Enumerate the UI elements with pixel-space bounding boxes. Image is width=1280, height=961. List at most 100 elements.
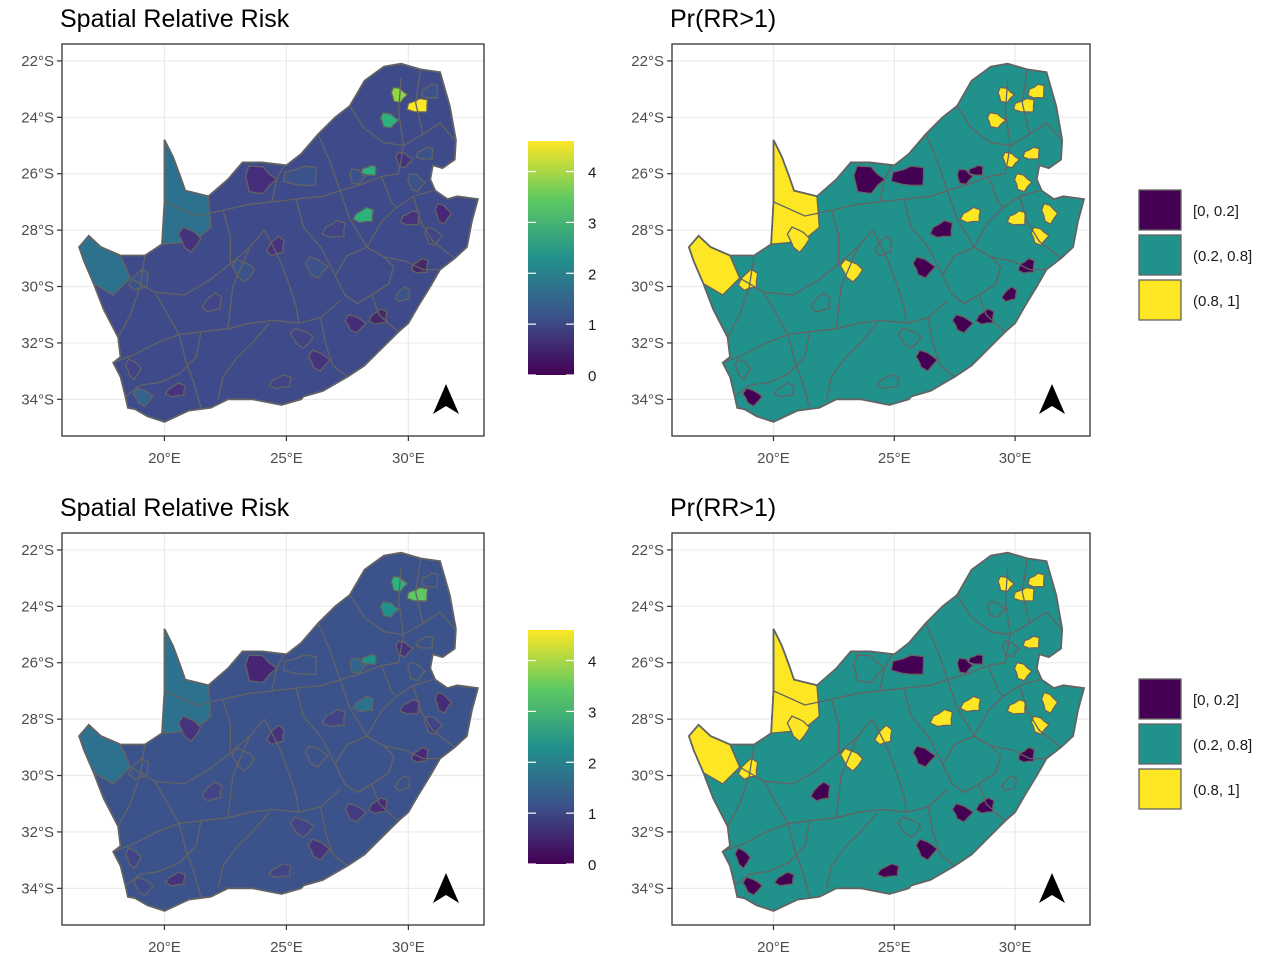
district-kz5	[393, 775, 411, 792]
district-boundary	[729, 229, 873, 296]
district-kz2	[1030, 715, 1050, 736]
north-arrow-icon	[1039, 384, 1065, 414]
district-boundary	[835, 246, 859, 329]
lon-tick-label: 20°E	[148, 450, 181, 467]
legend-swatch	[1138, 678, 1182, 720]
district-boundary	[383, 745, 441, 760]
lat-tick-label: 28°S	[631, 711, 664, 728]
lat-tick-label: 26°S	[631, 166, 664, 183]
district-boundary	[1021, 558, 1031, 624]
lat-tick-label: 24°S	[631, 598, 664, 615]
district-ec5	[289, 816, 314, 839]
district-wc2	[773, 382, 795, 398]
district-wc2	[773, 871, 795, 887]
district-boundary	[727, 744, 755, 827]
map-panel-3: Spatial Relative Risk 22°S 24°S 26°S 28°S 30°…	[21, 494, 596, 956]
district-lp4	[1027, 83, 1045, 99]
district-nw1	[853, 654, 886, 684]
panel-border	[671, 532, 1091, 926]
lat-tick-label: 30°S	[631, 768, 664, 785]
lat-tick-label: 34°S	[21, 880, 54, 897]
lon-tick-label: 20°E	[148, 939, 181, 956]
district-boundary	[734, 820, 811, 887]
district-gp1	[349, 657, 368, 675]
district-nc2	[177, 226, 202, 254]
map-panel-4: Pr(RR>1) 22°S 24°S 26°S 28°S 30°S 32°S 34°S 20°E…	[631, 494, 1252, 956]
district-ec4	[876, 863, 900, 879]
district-mp3	[1013, 172, 1033, 193]
district-boundary	[319, 317, 348, 378]
district-boundary	[871, 229, 908, 324]
region-boundary	[941, 246, 1002, 305]
district-gp2	[967, 653, 984, 665]
lon-tick-label: 30°E	[392, 450, 425, 467]
district-fs2	[304, 256, 330, 279]
district-boundary	[222, 210, 231, 264]
district-wc1	[742, 387, 764, 408]
district-boundary	[1004, 566, 1011, 663]
district-ec5	[897, 816, 922, 839]
district-nc5	[873, 724, 893, 746]
district-fs3	[959, 206, 982, 224]
lat-tick-label: 26°S	[21, 166, 54, 183]
district-boundary	[319, 806, 348, 867]
district-fs3	[352, 695, 375, 713]
country-outline	[78, 62, 480, 423]
district-wc3	[124, 847, 142, 870]
district-ec5	[289, 327, 314, 350]
district-boundary	[227, 246, 251, 329]
district-boundary	[317, 133, 368, 248]
district-boundary	[317, 622, 368, 737]
district-wc3	[734, 847, 752, 870]
district-gp2	[360, 164, 377, 176]
lat-tick-label: 32°S	[21, 335, 54, 352]
district-nc1	[127, 757, 150, 780]
lat-tick-label: 34°S	[21, 391, 54, 408]
district-boundary	[987, 176, 1004, 209]
legend-label: [0, 0.2]	[1193, 203, 1239, 220]
district-mp3	[407, 172, 427, 193]
district-wc2	[164, 871, 187, 887]
district-gp1	[956, 168, 975, 186]
district-nc5	[265, 235, 285, 257]
lat-tick-label: 24°S	[21, 109, 54, 126]
district-nw2	[282, 165, 317, 186]
district-boundary	[415, 558, 424, 624]
district-nw1	[244, 654, 278, 684]
district-boundary	[295, 687, 336, 765]
country-map	[687, 551, 1086, 912]
district-nc4	[839, 258, 864, 283]
district-boundary	[763, 780, 811, 897]
district-kz2	[1030, 226, 1050, 247]
district-nw1	[244, 165, 278, 195]
legend-swatch	[1138, 189, 1182, 231]
lat-tick-label: 24°S	[21, 598, 54, 615]
district-mp2	[1022, 635, 1041, 649]
colorbar-tick-label: 4	[588, 654, 596, 671]
district-ec3	[915, 838, 939, 861]
district-boundary	[295, 198, 336, 276]
district-mp2	[415, 146, 434, 160]
colorbar-tick-label: 2	[588, 755, 596, 772]
lon-tick-label: 25°E	[270, 450, 303, 467]
district-boundary	[154, 291, 202, 408]
district-nw2	[890, 654, 925, 675]
district-nc5	[873, 235, 893, 257]
district-ec1	[951, 314, 975, 334]
district-lp3	[379, 112, 401, 129]
map-panel-1: Spatial Relative Risk 22°S 24°S 26°S 28°S 30°…	[21, 5, 596, 467]
district-fs2	[912, 745, 937, 768]
district-ec3	[307, 838, 331, 861]
district-nc2	[786, 226, 811, 254]
district-nc1	[127, 268, 150, 291]
district-boundary	[987, 665, 1004, 698]
district-boundary	[117, 255, 146, 338]
lat-tick-label: 26°S	[21, 655, 54, 672]
district-boundary	[879, 165, 893, 203]
north-arrow-icon	[433, 384, 459, 414]
panel-border	[61, 43, 485, 437]
district-boundary	[125, 331, 202, 398]
district-boundary	[990, 745, 1047, 760]
lat-tick-label: 22°S	[631, 542, 664, 559]
district-nc3	[201, 781, 223, 802]
